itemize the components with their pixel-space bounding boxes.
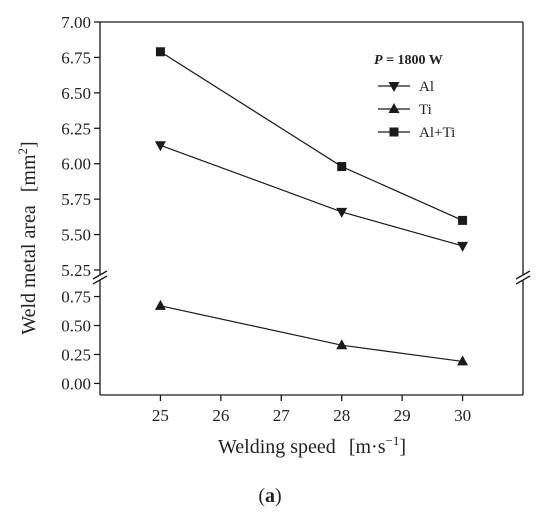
y-tick-label: 6.75 [61,48,91,67]
plot-frame [99,21,524,396]
legend-title-var: P [374,53,383,68]
x-axis-label: Welding speed [m·s−1] [218,433,406,458]
x-axis-ticks: 25 26 27 28 29 30 [152,395,471,425]
series-line [160,51,463,221]
x-axis-label-sup: −1 [385,433,399,448]
data-point-triangle-down [388,82,400,92]
data-point-triangle-up [336,339,348,350]
y-axis-ticks: 5.25 5.50 5.75 6.00 6.25 6.50 6.75 7.00 0.00 0.25… [61,13,100,393]
data-point-triangle-up [154,299,166,310]
y-tick-label: 0.25 [61,345,91,364]
legend-title-rest: = 1800 W [383,53,443,68]
y-axis-label-sup: 2 [15,148,30,155]
axis-break-mark [92,275,108,285]
data-point-square [155,47,165,57]
axis-break-marks [92,270,531,285]
data-point-triangle-down [457,241,469,252]
data-point-triangle-up [457,355,469,366]
legend-label: Al [419,79,434,95]
axis-break-mark [515,275,531,285]
caption-close: ) [275,485,282,507]
x-axis-label-close: ] [399,436,406,458]
data-point-square [389,127,399,137]
x-tick-label: 27 [273,406,291,425]
data-point-square [458,215,468,225]
series-line [160,144,463,247]
x-axis-label-unit: [m·s [349,436,386,458]
y-tick-label: 5.50 [61,226,91,245]
y-tick-label: 6.00 [61,155,91,174]
y-tick-label: 7.00 [61,13,91,32]
y-axis-label-main: Weld metal area [18,205,40,335]
data-point-triangle-down [154,141,166,152]
y-axis-label-unit: [mm [18,154,40,192]
legend-entry-al: Al [378,79,434,95]
y-tick-label: 0.75 [61,288,91,307]
caption-letter: a [265,485,275,507]
legend-entry-ti: Ti [378,102,432,118]
x-tick-label: 30 [454,406,471,425]
y-axis-label-close: ] [18,141,40,148]
legend-entry-al-ti: Al+Ti [378,125,455,141]
data-point-triangle-down [336,207,348,218]
legend: P = 1800 W Al Ti Al+Ti [374,53,455,141]
legend-label: Ti [419,102,432,118]
series-al-ti [155,47,468,225]
legend-title: P = 1800 W [374,53,443,68]
figure-caption: (a) [258,485,281,507]
caption-open: ( [258,485,265,507]
y-tick-label: 0.50 [61,317,91,336]
axis-break-mark [92,270,108,280]
y-tick-label: 5.25 [61,261,91,280]
data-point-triangle-up [388,103,400,113]
series-al [154,141,469,252]
x-tick-label: 26 [212,406,229,425]
y-tick-label: 6.25 [61,119,91,138]
x-axis-label-main: Welding speed [218,436,336,458]
series-layer [154,47,469,366]
x-tick-label: 28 [333,406,350,425]
x-tick-label: 25 [152,406,169,425]
y-tick-label: 6.50 [61,84,91,103]
series-line [160,305,463,363]
y-tick-label: 5.75 [61,190,91,209]
axis-break-mark [515,270,531,280]
y-axis-label: Weld metal area [mm2] [15,141,40,334]
y-tick-label: 0.00 [61,374,91,393]
data-point-square [337,162,347,172]
series-ti [154,299,469,366]
legend-label: Al+Ti [419,125,455,141]
x-tick-label: 29 [394,406,411,425]
